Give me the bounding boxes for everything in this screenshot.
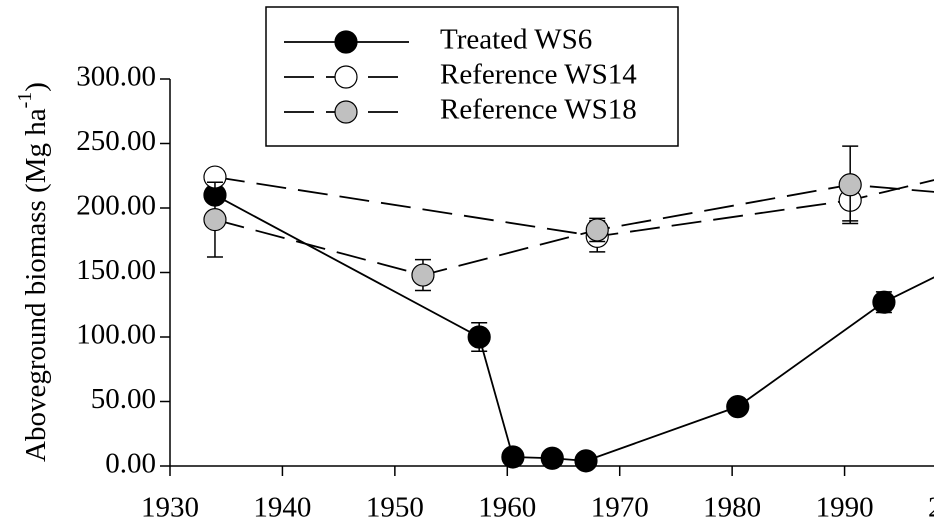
- legend-label: Reference WS18: [440, 94, 637, 126]
- data-point: [501, 445, 525, 469]
- x-tick-label: 1970: [591, 492, 649, 524]
- data-point: [203, 208, 227, 232]
- data-point: [838, 173, 862, 197]
- x-tick-label: 1940: [253, 492, 311, 524]
- legend-label: Treated WS6: [440, 24, 592, 56]
- data-point: [467, 325, 491, 349]
- data-point: [574, 449, 598, 473]
- legend-marker: [334, 65, 358, 89]
- x-tick-label: 1980: [703, 492, 761, 524]
- series-line: [214, 194, 934, 462]
- data-point: [872, 290, 896, 314]
- y-tick-label: 300.00: [76, 61, 156, 93]
- legend-marker: [334, 100, 358, 124]
- legend-label: Reference WS14: [440, 59, 637, 91]
- x-tick-label: 1990: [816, 492, 874, 524]
- y-tick-label: 150.00: [76, 254, 156, 286]
- legend-marker: [334, 30, 358, 54]
- x-tick-label: 1960: [478, 492, 536, 524]
- x-tick-label: 2000: [928, 492, 934, 524]
- series-line: [214, 176, 934, 238]
- data-point: [411, 263, 435, 287]
- y-axis-label-text: Aboveground biomass (Mg ha: [20, 108, 52, 462]
- y-tick-label: 250.00: [76, 125, 156, 157]
- data-point: [585, 218, 609, 242]
- data-point: [540, 446, 564, 470]
- y-axis-label-sup: -1: [14, 92, 36, 109]
- data-point: [726, 395, 750, 419]
- y-tick-label: 100.00: [76, 319, 156, 351]
- x-tick-label: 1950: [366, 492, 424, 524]
- series-line: [214, 183, 934, 277]
- y-tick-label: 200.00: [76, 190, 156, 222]
- y-tick-label: 50.00: [91, 383, 156, 415]
- y-tick-label: 0.00: [105, 448, 156, 480]
- y-axis-label-end: ): [20, 82, 52, 92]
- x-tick-label: 1930: [141, 492, 199, 524]
- y-axis-label: Aboveground biomass (Mg ha-1): [14, 82, 52, 462]
